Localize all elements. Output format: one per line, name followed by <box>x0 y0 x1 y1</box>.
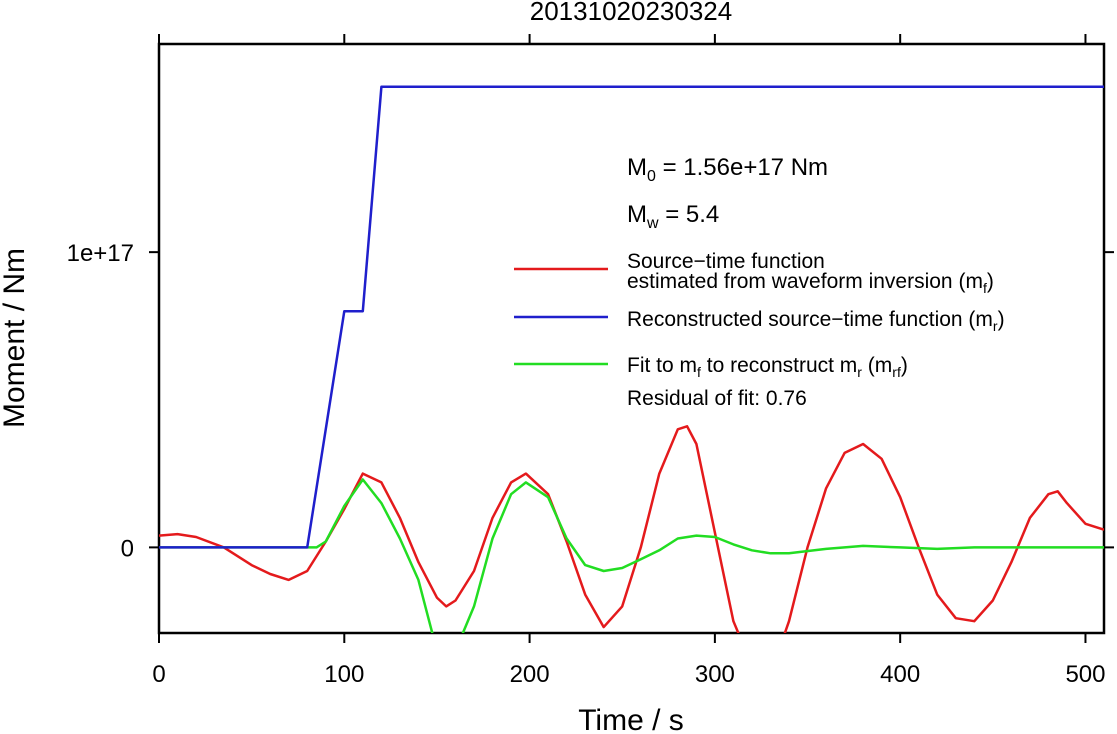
legend-label-reconstructed: Reconstructed source−time function (mr) <box>627 308 1005 334</box>
x-tick-label-4: 400 <box>880 661 920 688</box>
m0-annotation: M0 = 1.56e+17 Nm <box>627 154 828 185</box>
legend-label-waveform-inversion-line1: Source−time function <box>627 250 825 273</box>
y-axis-label: Moment / Nm <box>0 248 31 428</box>
x-axis-ticks: 0 100 200 300 400 500 <box>152 34 1105 688</box>
series-reconstructed-line <box>159 85 1104 549</box>
legend-label-fit: Fit to mf to reconstruct mr (mrf) <box>627 354 908 380</box>
x-tick-label-0: 0 <box>152 661 165 688</box>
y-tick-label-0: 0 <box>121 535 134 562</box>
mw-annotation: Mw = 5.4 <box>627 201 719 232</box>
x-tick-label-3: 300 <box>695 661 735 688</box>
x-tick-label-2: 200 <box>510 661 550 688</box>
residual-annotation: Residual of fit: 0.76 <box>627 387 807 410</box>
legend: Source−time function estimated from wave… <box>514 250 1005 410</box>
y-tick-label-1: 1e+17 <box>67 240 134 267</box>
x-tick-label-1: 100 <box>324 661 364 688</box>
series-waveform-inversion-line <box>159 425 1104 633</box>
series-fit-line <box>159 478 1104 633</box>
legend-label-waveform-inversion-line2: estimated from waveform inversion (mf) <box>627 270 994 296</box>
y-axis-ticks: 0 1e+17 <box>67 240 1114 562</box>
plot-frame <box>157 42 1106 635</box>
x-axis-label: Time / s <box>578 704 684 734</box>
chart-title: 20131020230324 <box>530 0 732 26</box>
x-tick-label-5: 500 <box>1065 661 1105 688</box>
